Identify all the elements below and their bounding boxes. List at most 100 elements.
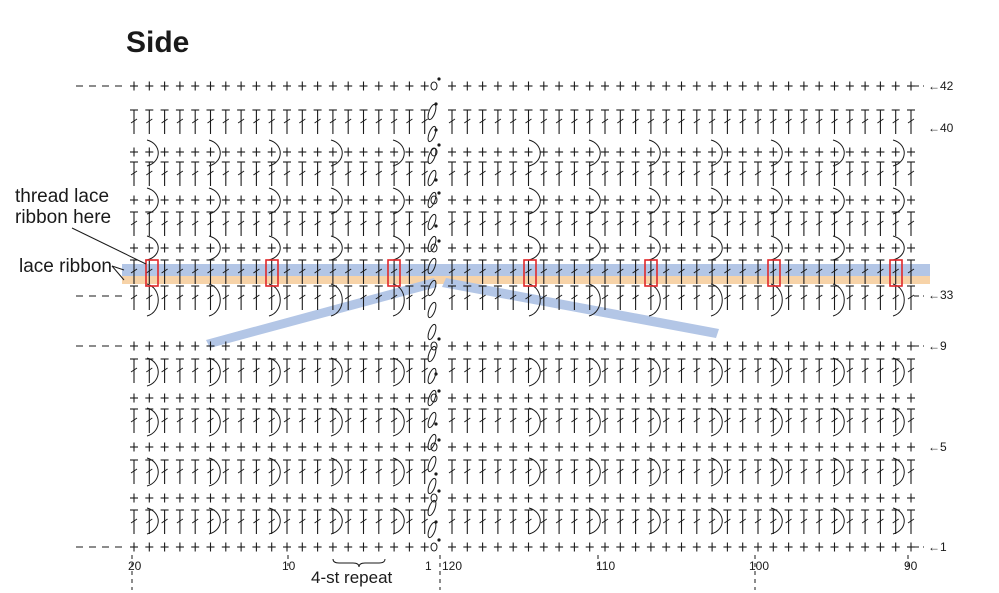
single-crochet [876, 393, 885, 403]
double-crochet [478, 161, 487, 186]
thread-ribbon-label-line2: ribbon here [15, 207, 112, 228]
double-crochet [570, 459, 579, 484]
double-crochet [344, 509, 353, 534]
double-crochet [799, 408, 808, 433]
single-crochet [237, 147, 246, 157]
double-crochet [191, 109, 200, 134]
single-crochet [237, 243, 246, 253]
double-crochet [524, 161, 533, 186]
chain-oval [427, 213, 437, 231]
single-crochet [876, 243, 885, 253]
double-crochet [145, 211, 154, 236]
col-label-110: 110 [596, 559, 616, 573]
single-crochet [861, 442, 870, 452]
double-crochet [907, 509, 915, 534]
chain-oval [427, 455, 437, 473]
single-crochet [298, 147, 307, 157]
double-crochet [723, 211, 732, 236]
single-crochet [570, 493, 579, 503]
double-crochet [907, 211, 915, 236]
single-crochet [631, 341, 640, 351]
single-crochet [601, 493, 609, 503]
single-crochet [585, 493, 594, 503]
single-crochet [601, 341, 609, 351]
double-crochet [237, 459, 246, 484]
post-stitch-arc [330, 139, 343, 167]
single-crochet [359, 81, 368, 91]
single-crochet [328, 341, 337, 351]
single-crochet [907, 442, 915, 452]
slip-stitch-dot [437, 239, 441, 243]
post-stitch-arc [392, 139, 405, 167]
single-crochet [616, 195, 625, 205]
single-crochet [221, 393, 230, 403]
double-crochet [374, 358, 383, 383]
single-crochet [344, 195, 353, 205]
single-crochet [359, 542, 368, 552]
double-crochet [313, 358, 322, 383]
single-crochet [405, 243, 414, 253]
double-crochet [267, 285, 276, 310]
double-crochet [524, 408, 533, 433]
single-crochet [784, 493, 793, 503]
single-crochet [221, 493, 230, 503]
single-crochet [252, 243, 261, 253]
double-crochet [463, 259, 472, 284]
single-crochet [815, 493, 824, 503]
double-crochet [815, 509, 824, 534]
single-crochet [631, 243, 640, 253]
double-crochet [448, 509, 456, 534]
double-crochet [845, 211, 854, 236]
post-stitch-arc [268, 283, 281, 317]
post-stitch-arc [588, 457, 601, 487]
double-crochet [708, 358, 717, 383]
single-crochet [585, 147, 594, 157]
single-crochet [191, 442, 200, 452]
single-crochet [830, 147, 839, 157]
double-crochet [420, 509, 429, 534]
double-crochet [708, 459, 717, 484]
double-crochet [815, 459, 824, 484]
single-crochet [708, 195, 717, 205]
single-crochet [374, 195, 383, 205]
double-crochet [237, 211, 246, 236]
single-crochet [585, 81, 594, 91]
slip-stitch-dot [437, 489, 441, 493]
double-crochet [463, 109, 472, 134]
single-crochet [524, 81, 533, 91]
double-crochet [876, 459, 885, 484]
single-crochet [662, 393, 671, 403]
post-stitch-arc [710, 507, 723, 535]
single-crochet [539, 147, 548, 157]
single-crochet [160, 442, 169, 452]
double-crochet [478, 509, 487, 534]
post-stitch-arc [146, 407, 159, 437]
double-crochet [631, 161, 640, 186]
single-crochet [267, 442, 276, 452]
single-crochet [524, 243, 533, 253]
single-crochet [328, 442, 337, 452]
double-crochet [344, 459, 353, 484]
single-crochet [145, 393, 154, 403]
ring-stitch [430, 493, 438, 503]
single-crochet [344, 493, 353, 503]
double-crochet [175, 285, 184, 310]
double-crochet [555, 161, 564, 186]
single-crochet [252, 442, 261, 452]
double-crochet [493, 408, 502, 433]
single-crochet [374, 542, 383, 552]
ring-stitch [430, 341, 438, 351]
single-crochet [221, 542, 230, 552]
single-crochet [799, 147, 808, 157]
single-crochet [738, 493, 747, 503]
post-stitch-arc [208, 457, 221, 487]
double-crochet [283, 459, 291, 484]
double-crochet [524, 509, 533, 534]
ring-stitch [430, 195, 438, 205]
post-stitch-arc [770, 187, 783, 215]
single-crochet [692, 195, 701, 205]
post-stitch-arc [770, 507, 783, 535]
double-crochet [708, 109, 717, 134]
double-crochet [861, 408, 870, 433]
ribbon-marker [387, 259, 401, 287]
